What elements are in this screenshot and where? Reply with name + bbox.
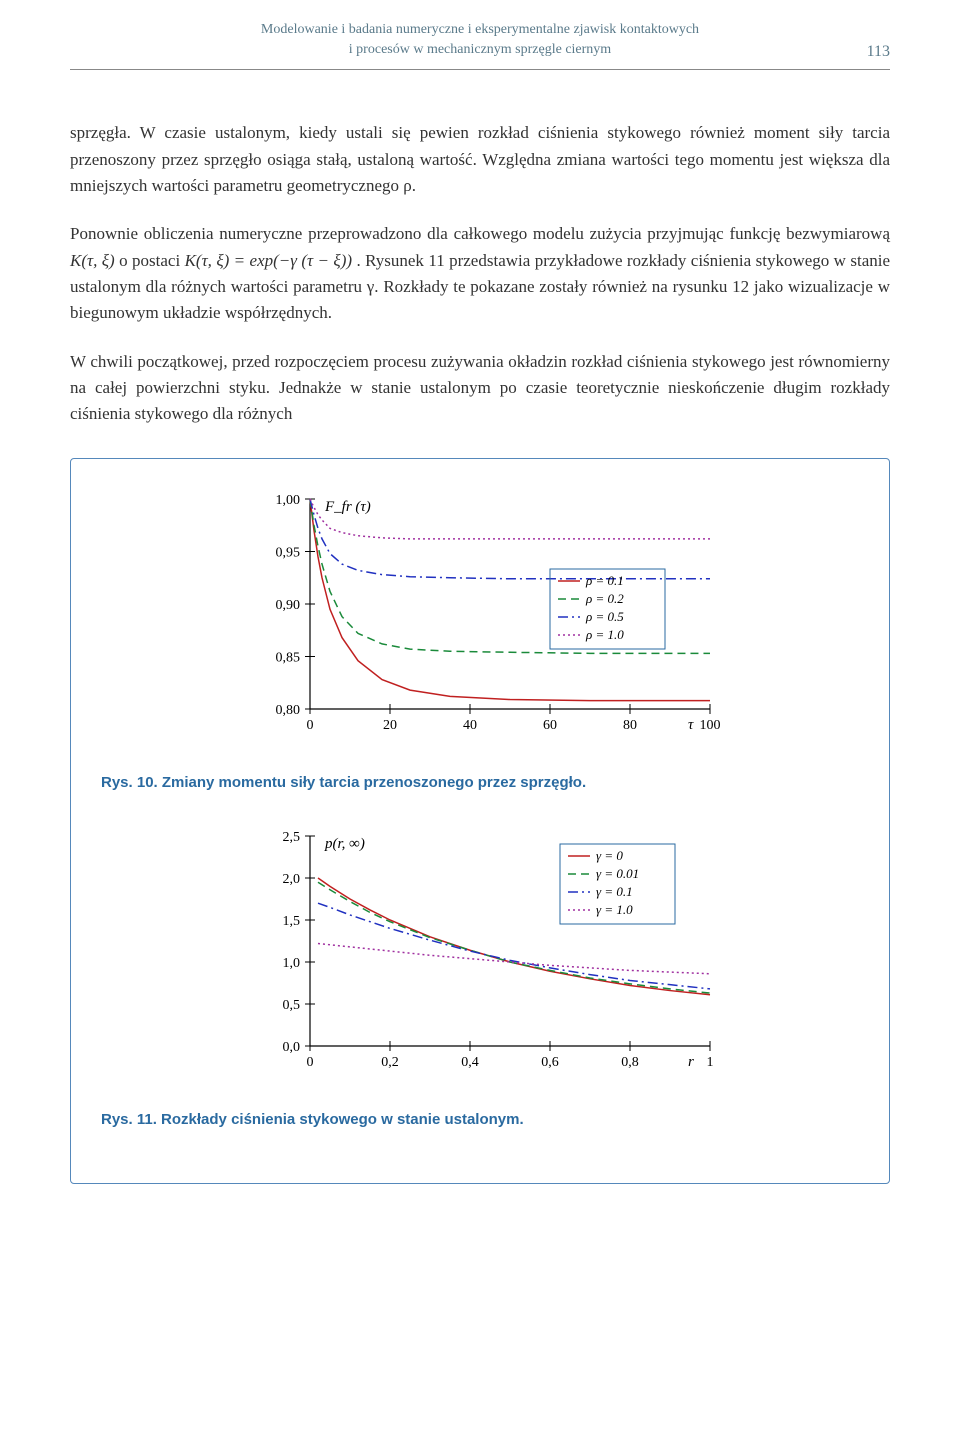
svg-text:p(r, ∞): p(r, ∞) (324, 836, 365, 852)
svg-text:0,85: 0,85 (276, 650, 301, 665)
svg-text:0,4: 0,4 (461, 1055, 479, 1070)
svg-text:γ = 0.01: γ = 0.01 (596, 866, 639, 881)
svg-text:ρ = 1.0: ρ = 1.0 (585, 627, 624, 642)
svg-text:γ = 0.1: γ = 0.1 (596, 884, 633, 899)
paragraph-3: W chwili początkowej, przed rozpoczęciem… (70, 349, 890, 428)
svg-text:1: 1 (707, 1055, 714, 1070)
svg-text:0,0: 0,0 (283, 1040, 301, 1055)
svg-text:γ = 1.0: γ = 1.0 (596, 902, 633, 917)
svg-text:0,5: 0,5 (283, 998, 301, 1013)
svg-text:0,80: 0,80 (276, 703, 301, 718)
paragraph-2: Ponownie obliczenia numeryczne przeprowa… (70, 221, 890, 326)
svg-text:2,5: 2,5 (283, 830, 301, 845)
p2-formula-1: K(τ, ξ) (70, 251, 115, 270)
page-header: Modelowanie i badania numeryczne i ekspe… (70, 20, 890, 70)
figures-box: 0,800,850,900,951,00020406080100F_fr (τ)… (70, 458, 890, 1184)
svg-text:ρ = 0.1: ρ = 0.1 (585, 573, 624, 588)
svg-text:0,8: 0,8 (621, 1055, 639, 1070)
svg-text:20: 20 (383, 718, 397, 733)
svg-text:0: 0 (307, 718, 314, 733)
p2-formula-2: K(τ, ξ) = exp(−γ (τ − ξ)) (185, 251, 352, 270)
svg-text:80: 80 (623, 718, 637, 733)
svg-text:1,0: 1,0 (283, 956, 301, 971)
svg-text:1,00: 1,00 (276, 493, 301, 508)
figure-11-chart: 0,0 0,5 1,0 1,5 2,0 2,5 0 0,2 0,4 0,6 0,8 1 p(r, ∞) r… (230, 826, 730, 1086)
svg-text:0,90: 0,90 (276, 598, 301, 613)
svg-text:γ = 0: γ = 0 (596, 848, 623, 863)
figure-10-chart: 0,80 0,85 0,90 0,95 1,00 0 20 40 60 80 100 F_fr (τ)… (230, 489, 730, 749)
svg-text:100: 100 (700, 718, 721, 733)
svg-text:0,6: 0,6 (541, 1055, 559, 1070)
p2-part-b: o postaci (119, 251, 184, 270)
svg-text:F_fr (τ): F_fr (τ) (324, 499, 371, 515)
header-line-1: Modelowanie i badania numeryczne i ekspe… (70, 20, 890, 40)
svg-text:0,2: 0,2 (381, 1055, 399, 1070)
svg-text:60: 60 (543, 718, 557, 733)
figure-10-caption: Rys. 10. Zmiany momentu siły tarcia prze… (101, 774, 859, 791)
svg-text:0,95: 0,95 (276, 545, 301, 560)
paragraph-1: sprzęgła. W czasie ustalonym, kiedy usta… (70, 120, 890, 199)
svg-text:40: 40 (463, 718, 477, 733)
p2-part-a: Ponownie obliczenia numeryczne przeprowa… (70, 224, 890, 243)
page-number: 113 (867, 41, 890, 63)
figure-11-caption: Rys. 11. Rozkłady ciśnienia stykowego w … (101, 1111, 859, 1128)
svg-text:ρ = 0.2: ρ = 0.2 (585, 591, 624, 606)
header-line-2: i procesów w mechanicznym sprzęgle ciern… (70, 40, 890, 60)
svg-text:r: r (688, 1054, 694, 1070)
svg-text:τ: τ (688, 717, 694, 733)
svg-text:2,0: 2,0 (283, 872, 301, 887)
svg-text:1,5: 1,5 (283, 914, 301, 929)
svg-text:0: 0 (307, 1055, 314, 1070)
svg-text:ρ = 0.5: ρ = 0.5 (585, 609, 624, 624)
